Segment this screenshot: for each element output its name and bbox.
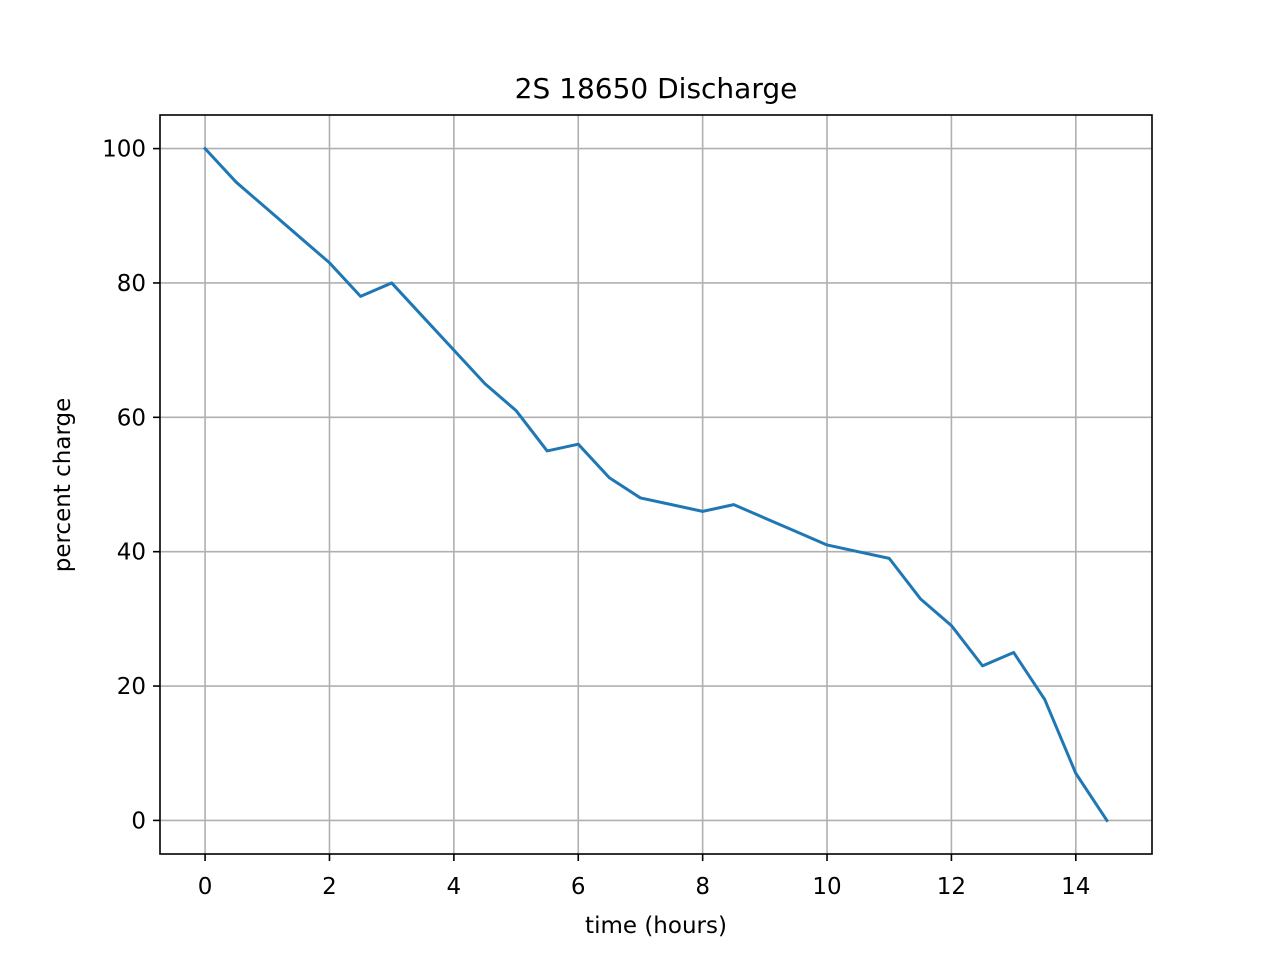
- y-axis-label: percent charge: [50, 398, 76, 573]
- ticks: 0 2 4 6 8 10 12 14 0 20 40 60 80 100: [102, 137, 1090, 900]
- plot-frame: [159, 114, 1153, 855]
- y-tick-label: 60: [117, 405, 146, 431]
- y-tick-label: 80: [117, 271, 146, 297]
- y-tick-label: 20: [117, 674, 146, 700]
- x-tick-label: 4: [447, 874, 462, 900]
- x-tick-label: 12: [937, 874, 966, 900]
- chart-title: 2S 18650 Discharge: [515, 72, 798, 105]
- x-tick-label: 8: [695, 874, 710, 900]
- x-axis-label: time (hours): [585, 913, 727, 939]
- grid: [160, 115, 1152, 854]
- x-tick-label: 6: [571, 874, 586, 900]
- x-tick-label: 14: [1061, 874, 1090, 900]
- x-tick-label: 10: [812, 874, 841, 900]
- series-layer: [202, 146, 1109, 823]
- y-tick-label: 100: [102, 137, 146, 163]
- x-tick-label: 0: [198, 874, 213, 900]
- y-tick-label: 40: [117, 540, 146, 566]
- y-tick-label: 0: [131, 808, 146, 834]
- x-tick-label: 2: [322, 874, 337, 900]
- series-line-0: [202, 146, 1109, 823]
